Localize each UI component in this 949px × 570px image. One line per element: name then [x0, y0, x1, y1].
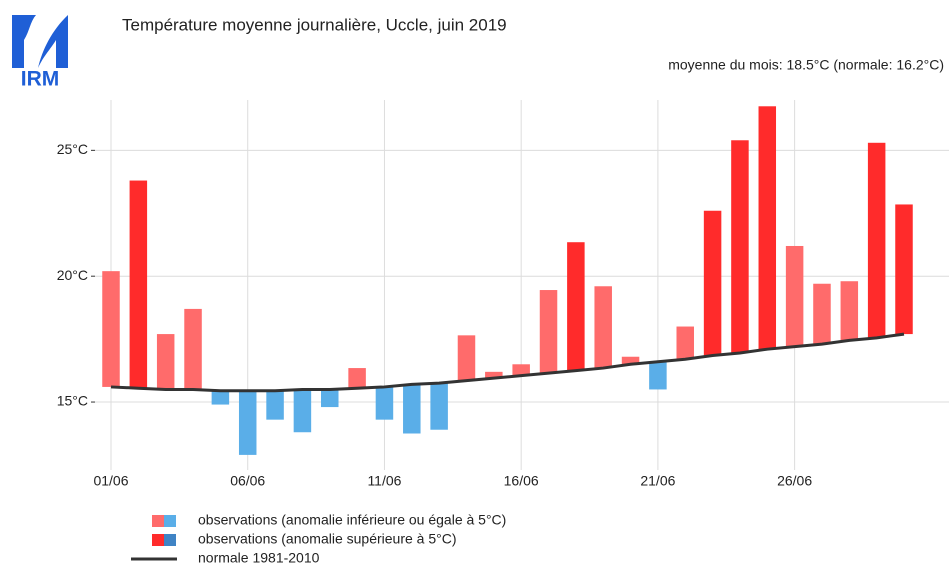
bar — [156, 334, 175, 390]
logo-shape — [38, 15, 68, 68]
bar — [676, 326, 694, 360]
bar — [840, 281, 859, 341]
y-tick-label: 15°C — [57, 393, 88, 409]
bar — [430, 383, 448, 430]
legend-swatch — [164, 534, 176, 546]
bar — [102, 271, 120, 387]
legend-swatch — [152, 534, 164, 546]
legend-swatch — [164, 515, 176, 527]
bar — [457, 335, 476, 381]
bar — [649, 361, 667, 390]
logo: IRM — [12, 15, 68, 91]
bar — [403, 384, 421, 434]
normal-line — [110, 332, 905, 393]
bar — [321, 389, 339, 408]
y-tick-label: 25°C — [57, 141, 88, 157]
x-tick-label: 26/06 — [777, 473, 812, 489]
legend-label: observations (anomalie supérieure à 5°C) — [198, 531, 457, 547]
bar — [211, 390, 230, 405]
bar — [238, 390, 257, 455]
bar — [594, 286, 612, 369]
y-tick-label: 20°C — [57, 267, 88, 283]
logo-shape — [12, 15, 36, 68]
x-tick-label: 16/06 — [504, 473, 539, 489]
bar — [867, 142, 886, 338]
bar — [621, 356, 640, 365]
bar — [266, 390, 284, 420]
bar — [375, 386, 394, 420]
bar — [813, 283, 831, 345]
bar — [731, 140, 749, 353]
bar — [293, 389, 312, 433]
logo-text: IRM — [21, 68, 60, 91]
legend-label: normale 1981-2010 — [198, 550, 320, 565]
bar — [785, 245, 804, 347]
bar — [512, 364, 530, 376]
x-tick-label: 21/06 — [640, 473, 675, 489]
bars — [102, 106, 913, 455]
x-tick-label: 01/06 — [93, 473, 128, 489]
bar — [348, 368, 366, 389]
bar — [758, 106, 777, 350]
bar — [539, 290, 558, 374]
bar — [567, 242, 585, 371]
chart-subtitle: moyenne du mois: 18.5°C (normale: 16.2°C… — [668, 57, 944, 73]
legend-label: observations (anomalie inférieure ou éga… — [198, 512, 506, 528]
bar — [184, 308, 202, 390]
bar — [485, 371, 503, 379]
foreground: observations (anomalie inférieure ou éga… — [110, 332, 905, 566]
x-tick-label: 06/06 — [230, 473, 265, 489]
legend-swatch — [152, 515, 164, 527]
bar — [129, 180, 148, 389]
bar — [895, 204, 913, 335]
chart-title: Température moyenne journalière, Uccle, … — [122, 15, 507, 34]
x-tick-label: 11/06 — [367, 473, 401, 489]
bar — [703, 210, 722, 356]
grid: 15°C 20°C 25°C 01/06 06/06 11/06 16/06 21/06 26/… — [57, 100, 949, 489]
